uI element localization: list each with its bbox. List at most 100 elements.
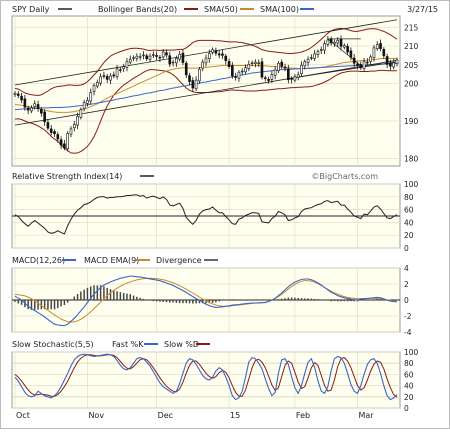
y-tick-label: 80 bbox=[404, 359, 414, 368]
divergence-bar bbox=[110, 289, 111, 300]
divergence-bar bbox=[182, 300, 183, 303]
divergence-bar bbox=[340, 300, 341, 301]
divergence-bar bbox=[307, 298, 308, 300]
candle-body bbox=[192, 81, 194, 89]
divergence-bar bbox=[350, 300, 351, 301]
candle-body bbox=[235, 77, 237, 78]
candle-body bbox=[146, 56, 148, 59]
candle-body bbox=[258, 63, 260, 64]
divergence-bar bbox=[311, 299, 312, 300]
candle-body bbox=[27, 108, 29, 110]
candle-body bbox=[376, 45, 378, 49]
divergence-bar bbox=[334, 300, 335, 301]
candle-body bbox=[116, 69, 118, 77]
y-tick-label: 100 bbox=[404, 348, 419, 357]
candle-body bbox=[80, 110, 82, 118]
candle-body bbox=[228, 61, 230, 66]
divergence-bar bbox=[113, 290, 114, 300]
divergence-bar bbox=[278, 299, 279, 300]
x-month-label: Feb bbox=[296, 411, 310, 420]
candle-body bbox=[241, 71, 243, 72]
candle-body bbox=[373, 48, 375, 58]
divergence-bar bbox=[64, 300, 65, 305]
divergence-bar bbox=[291, 298, 292, 300]
candle-body bbox=[103, 76, 105, 77]
candle-body bbox=[149, 56, 151, 59]
candle-body bbox=[218, 54, 220, 55]
divergence-bar bbox=[314, 299, 315, 300]
divergence-bar bbox=[74, 297, 75, 300]
divergence-bar bbox=[47, 300, 48, 309]
candle-body bbox=[70, 129, 72, 134]
divergence-bar bbox=[139, 298, 140, 300]
candle-body bbox=[205, 58, 207, 63]
candle-body bbox=[277, 63, 279, 71]
y-tick-label: 205 bbox=[404, 61, 419, 70]
divergence-bar bbox=[294, 298, 295, 300]
divergence-bar bbox=[212, 300, 213, 303]
candle-body bbox=[261, 62, 263, 77]
candle-body bbox=[366, 62, 368, 63]
candle-body bbox=[307, 59, 309, 62]
divergence-bar bbox=[297, 298, 298, 300]
candle-body bbox=[330, 39, 332, 43]
divergence-bar bbox=[317, 299, 318, 300]
y-tick-label: 4 bbox=[404, 264, 409, 273]
candle-body bbox=[83, 103, 85, 109]
divergence-bar bbox=[120, 292, 121, 300]
divergence-bar bbox=[133, 296, 134, 300]
divergence-bar bbox=[373, 299, 374, 300]
candle-body bbox=[281, 62, 283, 66]
divergence-bar bbox=[337, 300, 338, 301]
candle-body bbox=[340, 39, 342, 46]
divergence-bar bbox=[232, 299, 233, 300]
candle-body bbox=[162, 52, 164, 57]
candle-body bbox=[90, 93, 92, 102]
candle-body bbox=[347, 46, 349, 52]
candle-body bbox=[30, 108, 32, 111]
divergence-bar bbox=[159, 300, 160, 302]
divergence-bar bbox=[189, 300, 190, 303]
divergence-bar bbox=[347, 300, 348, 301]
candle-body bbox=[251, 63, 253, 64]
chart-date: 3/27/15 bbox=[407, 5, 438, 14]
candle-body bbox=[380, 43, 382, 48]
divergence-bar bbox=[54, 300, 55, 309]
candle-body bbox=[294, 77, 296, 80]
stochastic-title: Slow Stochastic(5,5) bbox=[12, 340, 94, 349]
divergence-bar bbox=[169, 300, 170, 302]
candle-body bbox=[156, 55, 158, 56]
divergence-bar bbox=[83, 290, 84, 300]
divergence-bar bbox=[14, 300, 15, 302]
divergence-bar bbox=[156, 300, 157, 301]
stochastic-panel bbox=[12, 352, 400, 408]
candle-body bbox=[47, 123, 49, 129]
divergence-bar bbox=[195, 300, 196, 303]
divergence-bar bbox=[284, 298, 285, 300]
x-month-label: Nov bbox=[88, 411, 104, 420]
candle-body bbox=[179, 54, 181, 59]
divergence-bar bbox=[179, 300, 180, 303]
candle-body bbox=[396, 60, 398, 64]
y-tick-label: 0 bbox=[404, 296, 409, 305]
candle-body bbox=[57, 135, 59, 140]
candle-body bbox=[317, 52, 319, 55]
divergence-bar bbox=[172, 300, 173, 302]
y-tick-label: 60 bbox=[404, 370, 414, 379]
candle-body bbox=[360, 64, 362, 67]
candle-body bbox=[185, 63, 187, 75]
candle-body bbox=[67, 133, 69, 148]
legend-sma50-label: SMA(50) bbox=[204, 5, 238, 14]
candle-body bbox=[215, 51, 217, 54]
candle-body bbox=[136, 56, 138, 58]
y-tick-label: 100 bbox=[404, 180, 419, 189]
x-month-label: Dec bbox=[158, 411, 173, 420]
divergence-bar bbox=[327, 300, 328, 301]
candle-body bbox=[320, 49, 322, 50]
divergence-bar bbox=[176, 300, 177, 303]
y-tick-label: 180 bbox=[404, 155, 419, 164]
candle-body bbox=[310, 58, 312, 59]
divergence-bar bbox=[153, 300, 154, 301]
candle-body bbox=[77, 117, 79, 126]
